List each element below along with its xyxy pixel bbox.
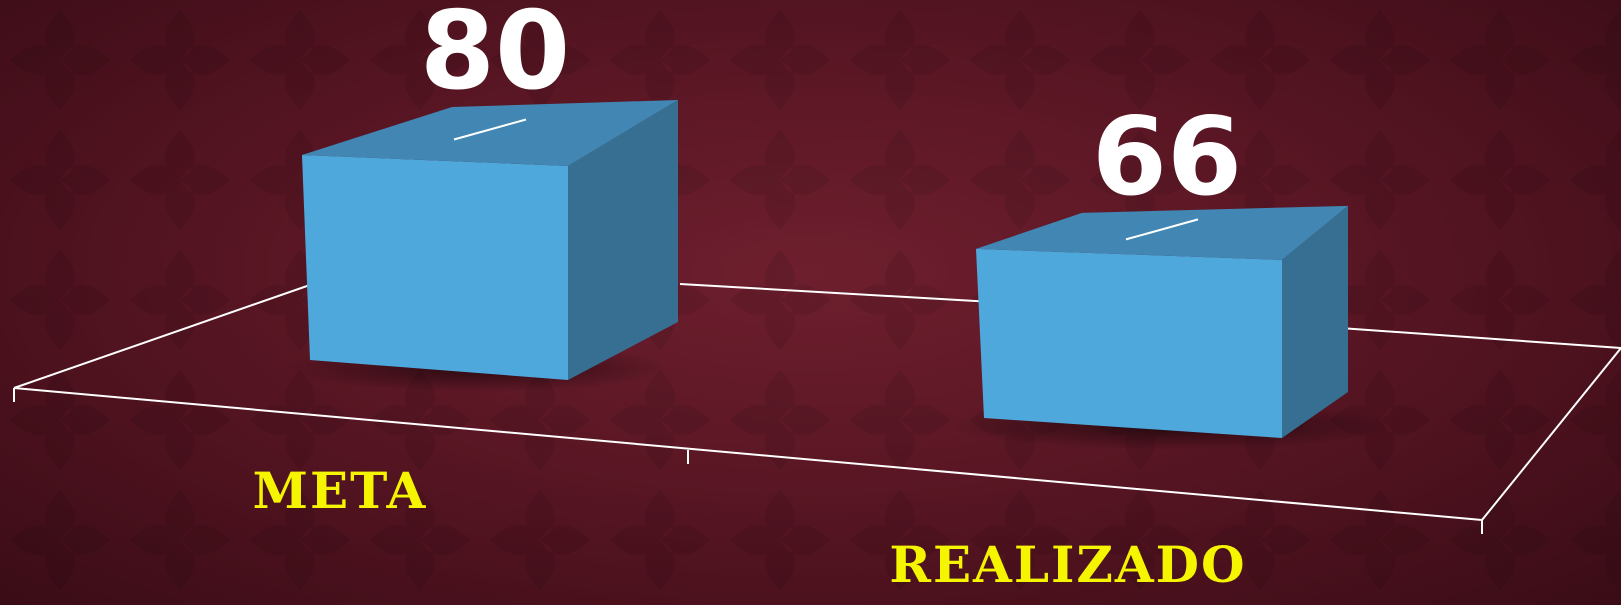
bar-error-mark: [453, 118, 527, 141]
bar-top: [302, 100, 678, 166]
bar-group: [285, 100, 1397, 450]
bar-error-mark: [1125, 218, 1199, 241]
bar-top: [976, 205, 1348, 260]
data-label: 66: [1092, 95, 1242, 220]
category-label: META: [253, 461, 428, 520]
floor-plane: [13, 277, 1621, 534]
floor-outline: [13, 277, 1621, 521]
data-label: 80: [420, 0, 570, 114]
value-label-group: 80 66: [420, 0, 1242, 220]
bar-side: [1282, 205, 1348, 438]
category-label-group: META REALIZADO: [253, 461, 1246, 594]
bar-front: [976, 248, 1282, 438]
bar-side: [568, 100, 678, 380]
category-label: REALIZADO: [889, 535, 1246, 594]
bar-front: [302, 155, 568, 380]
